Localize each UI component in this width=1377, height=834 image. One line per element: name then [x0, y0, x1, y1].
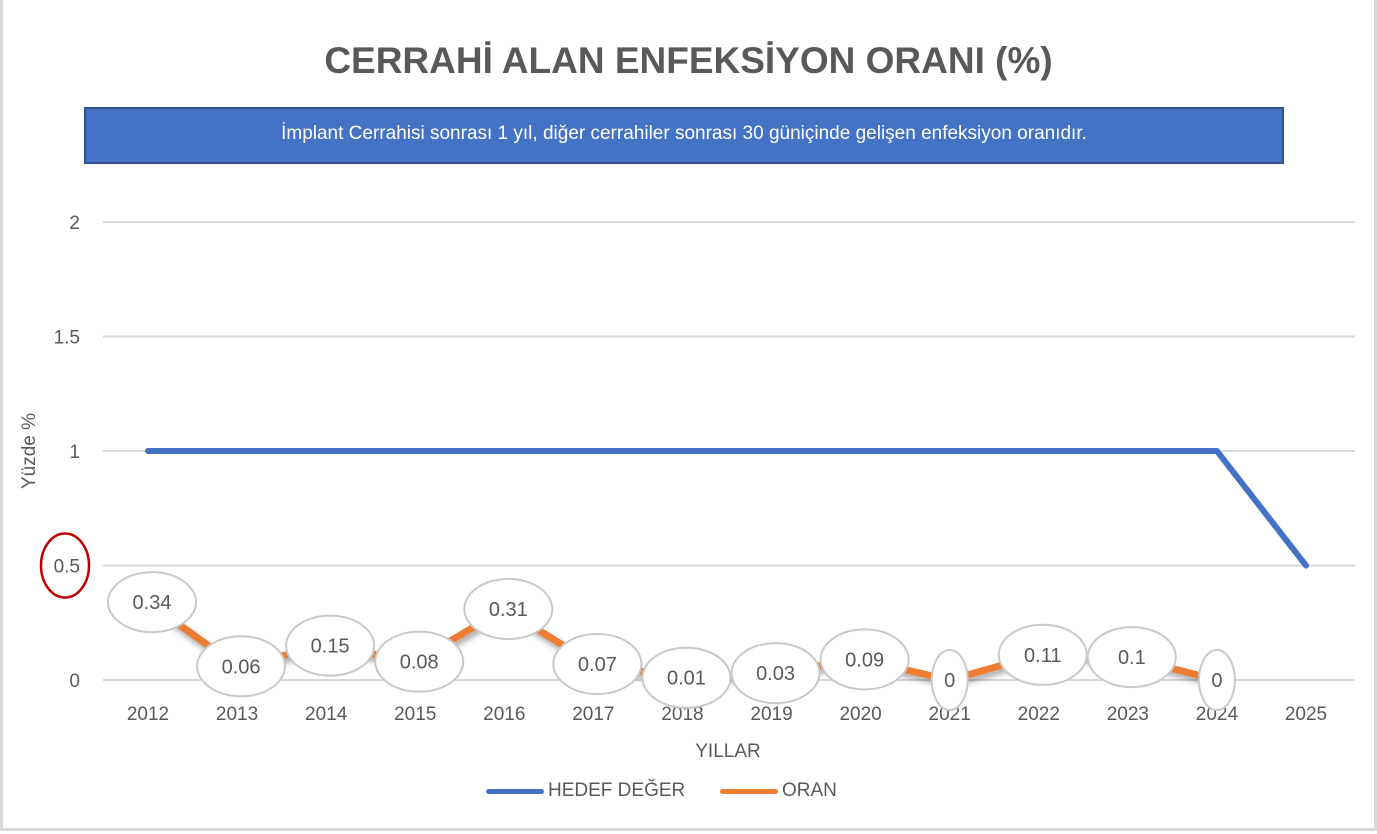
y-tick-label: 1: [69, 442, 80, 463]
chart-title: CERRAHİ ALAN ENFEKSİYON ORANI (%): [324, 40, 1053, 81]
data-label: 0.11: [1024, 645, 1061, 667]
data-label-bubble: [285, 614, 376, 677]
x-tick-label: 2019: [750, 704, 792, 725]
data-label-bubble: [374, 630, 465, 693]
x-tick-label: 2025: [1285, 704, 1327, 725]
data-label: 0.08: [400, 652, 439, 674]
x-tick-label: 2014: [305, 704, 348, 725]
x-tick-label: 2023: [1107, 704, 1149, 725]
x-tick-label: 2013: [216, 704, 258, 725]
data-label-bubble: [1086, 626, 1177, 689]
data-label: 0.31: [489, 599, 528, 621]
y-axis-title: Yüzde %: [19, 413, 40, 489]
highlight-circle: [39, 532, 91, 599]
legend-item-hedef: HEDEF DEĞER: [486, 780, 685, 802]
data-label-bubble: [107, 571, 197, 634]
data-label: 0.34: [133, 592, 172, 614]
legend-item-oran: ORAN: [720, 780, 837, 802]
data-label: 0.15: [311, 636, 350, 658]
x-tick-label: 2021: [929, 704, 971, 725]
data-label: 0: [944, 670, 955, 692]
data-label: 0.09: [845, 649, 884, 671]
data-label: 0.01: [667, 668, 706, 690]
x-tick-label: 2015: [394, 704, 436, 725]
data-label-bubble: [196, 635, 287, 698]
legend-label-hedef: HEDEF DEĞER: [548, 780, 686, 801]
data-label: 0.1: [1118, 647, 1146, 669]
data-label-bubble: [641, 646, 732, 709]
x-tick-label: 2022: [1018, 704, 1060, 725]
legend-swatch-hedef: [486, 788, 544, 794]
data-label-bubble: [819, 628, 910, 691]
data-label-bubble: [730, 642, 821, 705]
y-tick-label: 2: [69, 213, 80, 234]
x-tick-label: 2018: [661, 704, 703, 725]
data-label-bubble: [552, 632, 643, 695]
y-tick-label: 0.5: [54, 557, 80, 578]
x-axis-title: YILLAR: [695, 741, 760, 762]
x-tick-label: 2012: [127, 704, 169, 725]
data-label-bubble: [997, 623, 1088, 686]
data-label-bubble: [1197, 649, 1236, 711]
y-tick-label: 0: [69, 671, 80, 692]
y-tick-label: 1.5: [54, 328, 80, 349]
legend-swatch-oran: [720, 788, 778, 794]
x-tick-label: 2024: [1196, 704, 1239, 725]
data-label: 0.07: [578, 654, 617, 676]
chart-subtitle-box: İmplant Cerrahisi sonrası 1 yıl, diğer c…: [84, 107, 1284, 164]
data-label: 0: [1211, 670, 1222, 692]
data-label-bubble: [930, 649, 969, 711]
series-line-hedef: [145, 448, 1309, 569]
data-label-bubble: [463, 578, 554, 641]
x-tick-label: 2017: [572, 704, 614, 725]
legend-label-oran: ORAN: [782, 780, 837, 801]
x-tick-label: 2020: [839, 704, 881, 725]
data-label: 0.06: [222, 656, 261, 678]
x-tick-label: 2016: [483, 704, 525, 725]
data-label: 0.03: [756, 663, 795, 685]
